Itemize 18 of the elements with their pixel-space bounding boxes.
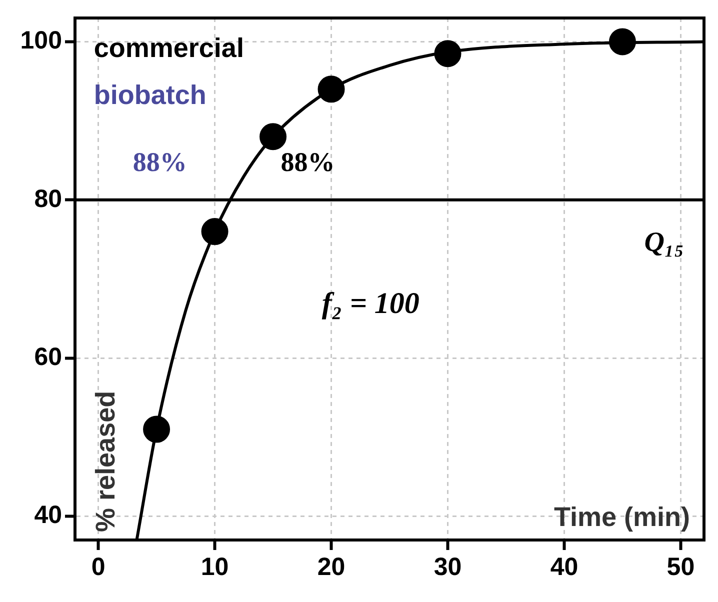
y-tick-label: 80 — [34, 184, 62, 213]
y-tick-label: 100 — [20, 26, 62, 55]
x-tick-label: 0 — [91, 552, 106, 581]
ref-line-label: Q₁₅ — [644, 227, 684, 258]
annotation: 88% — [132, 147, 187, 178]
y-tick-label: 40 — [34, 501, 62, 530]
y-tick-label: 60 — [34, 342, 62, 371]
annotation: commercial — [94, 32, 244, 63]
x-tick-label: 30 — [434, 552, 462, 581]
x-axis-title: Time (min) — [554, 502, 690, 532]
x-tick-label: 40 — [550, 552, 578, 581]
annotation: f₂ = 100 — [322, 286, 420, 320]
x-tick-label: 50 — [666, 552, 695, 581]
x-tick-label: 20 — [317, 552, 346, 581]
annotation: 88% — [280, 147, 335, 178]
y-axis-title: % released — [90, 390, 120, 532]
x-tick-label: 10 — [200, 552, 229, 581]
annotation: biobatch — [94, 80, 206, 110]
